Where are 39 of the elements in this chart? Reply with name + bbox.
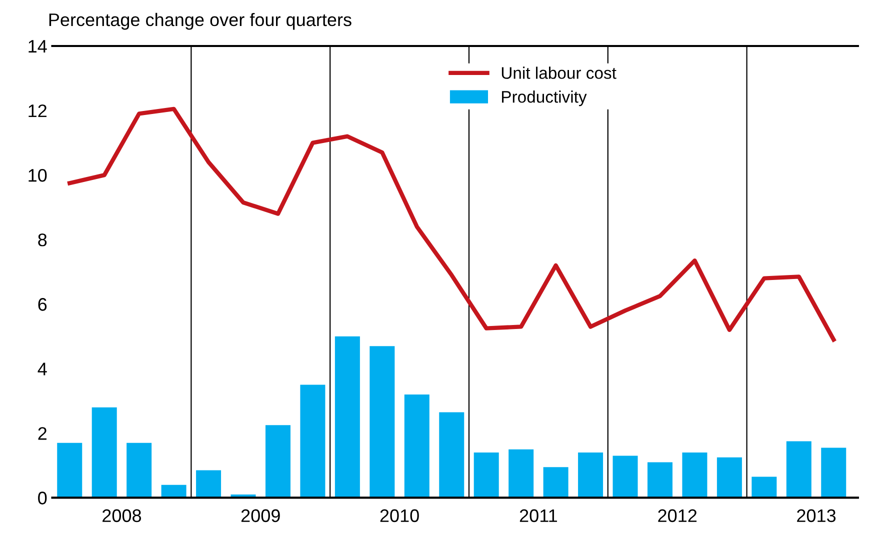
legend-label: Productivity [502,90,587,106]
legend-label: Unit labour cost [502,66,616,79]
bar [612,456,638,498]
bar [300,384,326,498]
x-tick-label: 2013 [797,509,836,522]
bar [716,457,742,498]
y-tick-label: 14 [28,40,47,53]
y-tick-label: 12 [28,104,46,118]
line-series [68,106,836,342]
bar [404,394,430,498]
bar [196,470,222,498]
bar [126,442,152,498]
bar [265,425,290,498]
bar [474,452,499,498]
x-tick-label: 2011 [520,509,557,522]
bar [786,441,812,498]
bar [543,467,568,498]
x-tick-label: 2012 [658,509,697,522]
bar [647,462,672,498]
bar [439,412,464,498]
y-tick-label: 0 [38,492,47,504]
bar [752,476,777,498]
bar [370,346,395,498]
y-tick-label: 10 [28,168,47,182]
x-tick-label: 2010 [380,509,419,522]
bar [682,452,708,498]
bar [334,336,360,498]
bar [57,442,82,498]
bar [508,449,534,498]
x-tick-label: 2008 [102,509,142,522]
bar [578,452,604,498]
bar [821,448,846,498]
y-axis-title: Percentage change over four quarters [49,12,352,30]
y-tick-label: 4 [38,362,47,376]
y-tick-label: 2 [38,427,46,440]
x-tick-label: 2009 [241,509,280,522]
y-tick-label: 8 [38,234,47,246]
y-tick-label: 6 [38,298,47,311]
bar [92,407,117,498]
